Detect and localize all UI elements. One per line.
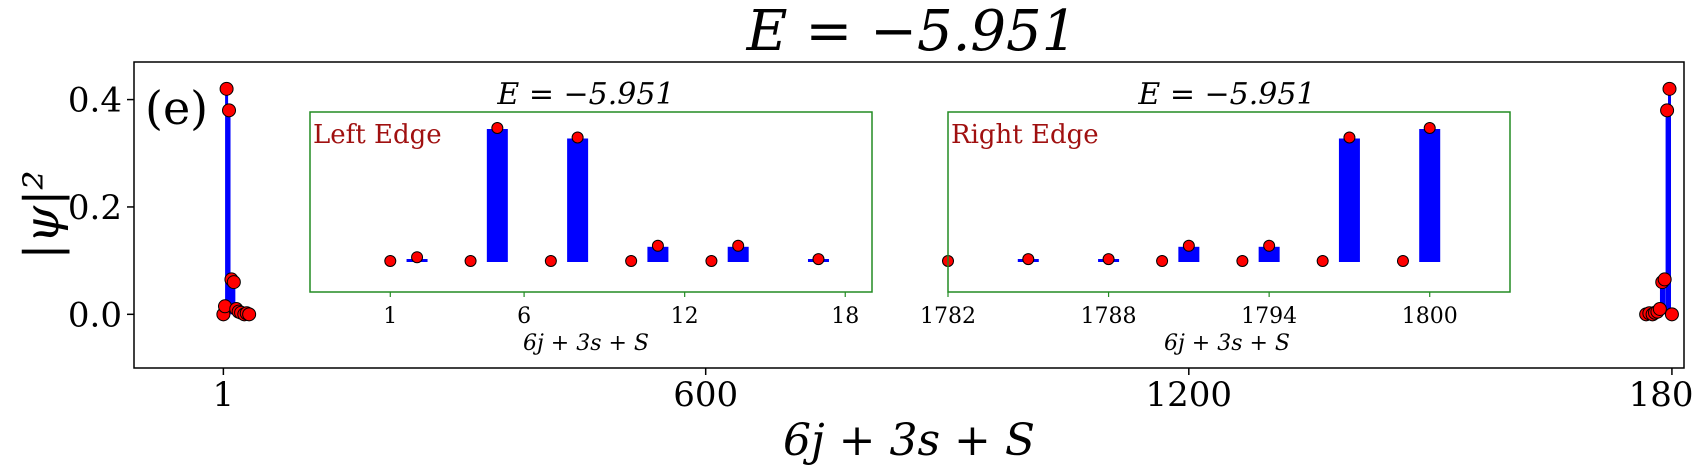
main-point [242, 307, 257, 322]
inset-bar [567, 138, 589, 262]
main-bar [1668, 88, 1672, 315]
main-point [1664, 307, 1679, 322]
main-point [1657, 272, 1672, 287]
main-point [1660, 103, 1675, 118]
inset-x-tick-label: 18 [831, 304, 859, 329]
main-y-tick-label: 0.4 [68, 81, 122, 121]
main-bar [229, 279, 233, 315]
inset-x-tick-label: 1794 [1241, 304, 1297, 329]
inset-point [1156, 255, 1169, 267]
main-x-tick-label: 1200 [1146, 375, 1233, 415]
inset-x-tick-label: 1 [383, 304, 397, 329]
inset-point [1102, 253, 1115, 266]
main-bar [232, 282, 236, 315]
inset-point [651, 239, 664, 252]
inset-point [1396, 255, 1409, 267]
inset-point [625, 255, 638, 267]
main-x-tick-label: 600 [673, 375, 738, 415]
inset-point [1182, 239, 1195, 252]
inset-x-tick-label: 12 [671, 304, 699, 329]
inset-point [384, 255, 397, 267]
right-inset-x-label: 6j + 3s + S [1164, 331, 1290, 356]
inset-point [1316, 255, 1329, 267]
inset-x-tick-label: 1782 [920, 304, 976, 329]
main-point [1662, 81, 1677, 96]
main-point [226, 275, 241, 290]
main-y-tick-label: 0.0 [68, 295, 122, 335]
left-inset-x-label: 6j + 3s + S [523, 331, 649, 356]
main-x-tick-label: 1800 [1629, 375, 1693, 415]
right-inset-title: E = −5.951 [1137, 77, 1315, 112]
inset-point [491, 122, 504, 134]
inset-point [544, 255, 557, 267]
right-inset: 1782 1788 1794 1800 [920, 122, 1458, 329]
main-y-tick-label: 0.2 [68, 188, 122, 228]
inset-point [732, 239, 745, 252]
inset-bar [1338, 138, 1360, 262]
inset-bar [1419, 129, 1441, 262]
inset-point [464, 255, 477, 267]
main-plot: 1 600 1200 1800 0.0 0.2 0.4 [68, 81, 1693, 415]
main-point [222, 103, 237, 118]
inset-point [1263, 239, 1276, 252]
inset-point [1343, 131, 1356, 144]
inset-bar [727, 246, 749, 262]
y-axis-label: |ψ|² [14, 170, 70, 259]
inset-point [705, 255, 718, 267]
inset-point [411, 251, 424, 264]
panel-label: (e) [145, 81, 208, 135]
main-bar [227, 110, 231, 315]
left-inset-frame [309, 111, 873, 293]
inset-bar [486, 129, 508, 262]
figure-title: E = −5.951 [746, 0, 1078, 64]
left-inset-title: E = −5.951 [496, 77, 674, 112]
left-inset: 1 6 12 18 [383, 122, 859, 329]
inset-bar [647, 246, 669, 262]
inset-bar [1258, 246, 1280, 262]
inset-x-tick-label: 1788 [1081, 304, 1137, 329]
main-x-tick-label: 1 [213, 375, 235, 415]
main-point [219, 81, 234, 96]
inset-point [1236, 255, 1249, 267]
inset-x-tick-label: 6 [517, 304, 531, 329]
inset-point [812, 253, 825, 266]
left-inset-annotation: Left Edge [313, 120, 442, 150]
inset-bar [1178, 246, 1200, 262]
right-inset-frame [947, 111, 1511, 293]
main-bar [1659, 282, 1663, 315]
main-bar [1662, 279, 1666, 315]
main-bar [225, 88, 229, 315]
inset-x-tick-label: 1800 [1402, 304, 1458, 329]
inset-point [571, 131, 584, 144]
inset-point [1022, 253, 1035, 266]
main-point [1652, 301, 1667, 316]
right-inset-annotation: Right Edge [951, 120, 1099, 150]
main-bar [1665, 110, 1669, 315]
x-axis-label: 6j + 3s + S [783, 415, 1035, 466]
main-plot-frame [133, 61, 1685, 369]
inset-point [1423, 122, 1436, 134]
